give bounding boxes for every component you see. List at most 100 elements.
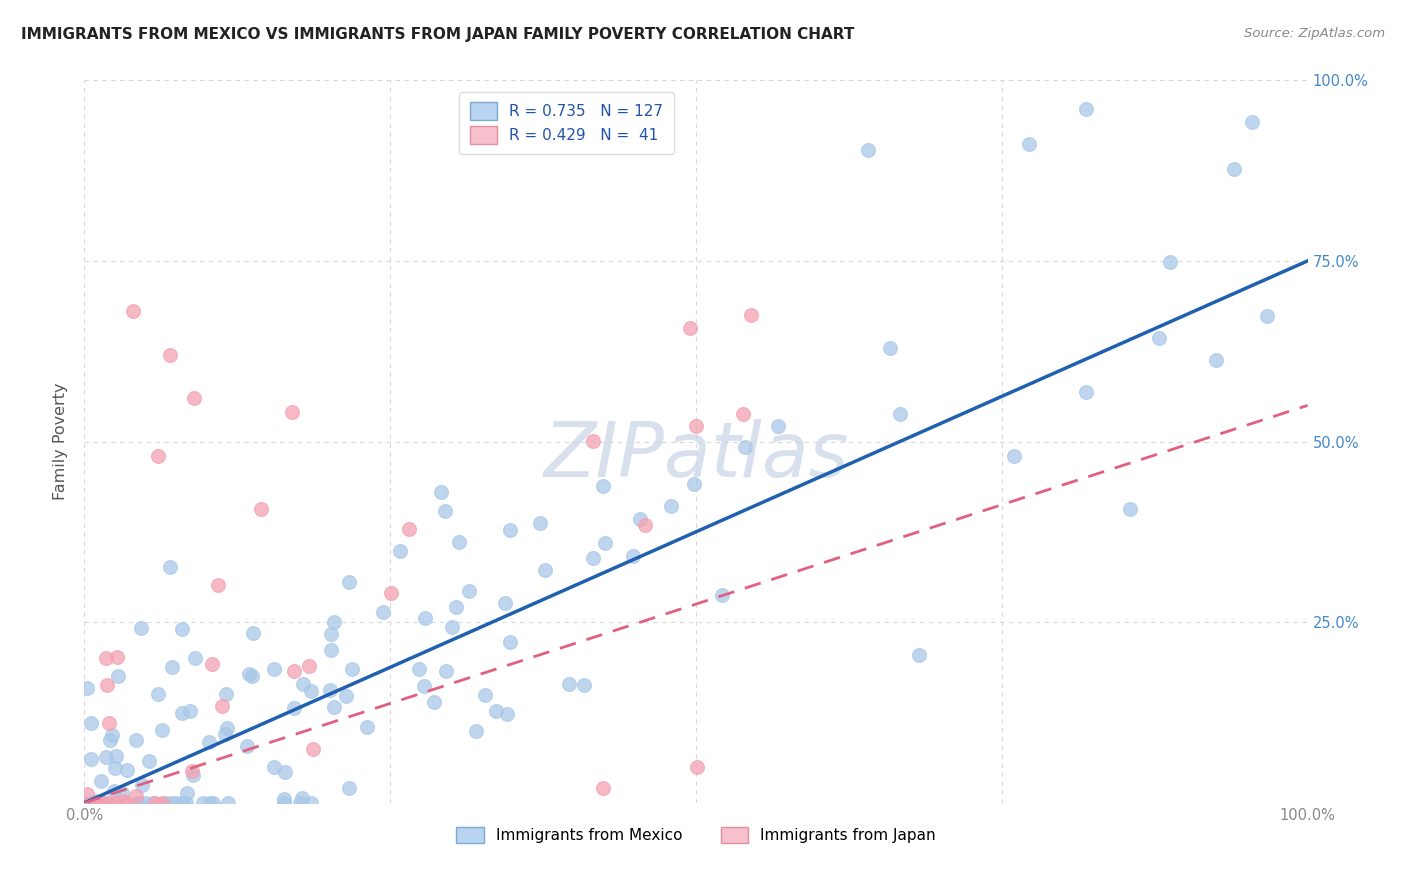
Point <box>238 666 260 681</box>
Point <box>628 511 651 525</box>
Point <box>98 716 121 731</box>
Point <box>908 648 931 662</box>
Point <box>146 449 169 463</box>
Point <box>290 796 312 810</box>
Point <box>263 759 285 773</box>
Point <box>1002 450 1025 464</box>
Point <box>76 787 98 801</box>
Point <box>141 796 163 810</box>
Point <box>322 700 344 714</box>
Point <box>160 660 183 674</box>
Point <box>485 704 508 718</box>
Point <box>292 677 315 691</box>
Point <box>659 499 682 513</box>
Point <box>412 679 434 693</box>
Point <box>184 651 207 665</box>
Point <box>1223 162 1246 177</box>
Point <box>172 706 194 720</box>
Point <box>146 687 169 701</box>
Point <box>83 796 105 810</box>
Point <box>153 796 176 810</box>
Point <box>373 605 395 619</box>
Point <box>592 781 614 796</box>
Point <box>217 721 239 735</box>
Point <box>444 600 467 615</box>
Point <box>337 575 360 590</box>
Point <box>76 681 98 695</box>
Point <box>1018 136 1040 151</box>
Point <box>1159 255 1181 269</box>
Point <box>574 678 596 692</box>
Point <box>143 796 166 810</box>
Point <box>474 688 496 702</box>
Point <box>235 739 257 753</box>
Point <box>685 760 707 774</box>
Point <box>170 796 193 810</box>
Point <box>434 664 457 678</box>
Point <box>131 778 153 792</box>
Point <box>768 419 790 434</box>
Point <box>499 635 522 649</box>
Point <box>90 796 112 810</box>
Point <box>242 626 264 640</box>
Point <box>458 584 481 599</box>
Text: ZIPatlas: ZIPatlas <box>543 419 849 493</box>
Point <box>592 478 614 492</box>
Point <box>499 523 522 537</box>
Point <box>90 774 112 789</box>
Point <box>582 434 605 449</box>
Point <box>211 699 233 714</box>
Point <box>135 796 157 810</box>
Point <box>1256 309 1278 323</box>
Point <box>89 796 111 810</box>
Point <box>170 622 193 636</box>
Point <box>75 796 97 810</box>
Point <box>534 563 557 577</box>
Point <box>495 706 517 721</box>
Point <box>679 321 702 335</box>
Point <box>176 786 198 800</box>
Point <box>740 308 762 322</box>
Point <box>83 794 105 808</box>
Point <box>159 560 181 574</box>
Y-axis label: Family Poverty: Family Poverty <box>53 383 69 500</box>
Legend: Immigrants from Mexico, Immigrants from Japan: Immigrants from Mexico, Immigrants from … <box>450 822 942 849</box>
Point <box>434 504 457 518</box>
Point <box>335 690 357 704</box>
Point <box>429 484 451 499</box>
Point <box>423 695 446 709</box>
Point <box>291 791 314 805</box>
Point <box>494 596 516 610</box>
Point <box>201 657 224 672</box>
Point <box>464 724 486 739</box>
Point <box>159 796 181 810</box>
Point <box>1074 102 1097 116</box>
Point <box>93 796 115 810</box>
Point <box>302 741 325 756</box>
Point <box>84 796 107 810</box>
Text: IMMIGRANTS FROM MEXICO VS IMMIGRANTS FROM JAPAN FAMILY POVERTY CORRELATION CHART: IMMIGRANTS FROM MEXICO VS IMMIGRANTS FRO… <box>21 27 855 42</box>
Point <box>82 796 104 810</box>
Point <box>217 796 239 810</box>
Point <box>198 735 221 749</box>
Point <box>273 796 295 810</box>
Point <box>529 516 551 531</box>
Point <box>1205 353 1227 368</box>
Point <box>281 405 304 419</box>
Point <box>82 796 104 810</box>
Point <box>96 678 118 692</box>
Point <box>179 704 201 718</box>
Point <box>733 407 755 421</box>
Point <box>283 665 305 679</box>
Point <box>440 620 463 634</box>
Point <box>319 627 342 641</box>
Point <box>1074 384 1097 399</box>
Point <box>240 668 263 682</box>
Point <box>183 391 205 405</box>
Point <box>127 796 149 810</box>
Point <box>1149 331 1171 345</box>
Point <box>298 658 321 673</box>
Point <box>408 662 430 676</box>
Point <box>274 764 297 779</box>
Point <box>593 536 616 550</box>
